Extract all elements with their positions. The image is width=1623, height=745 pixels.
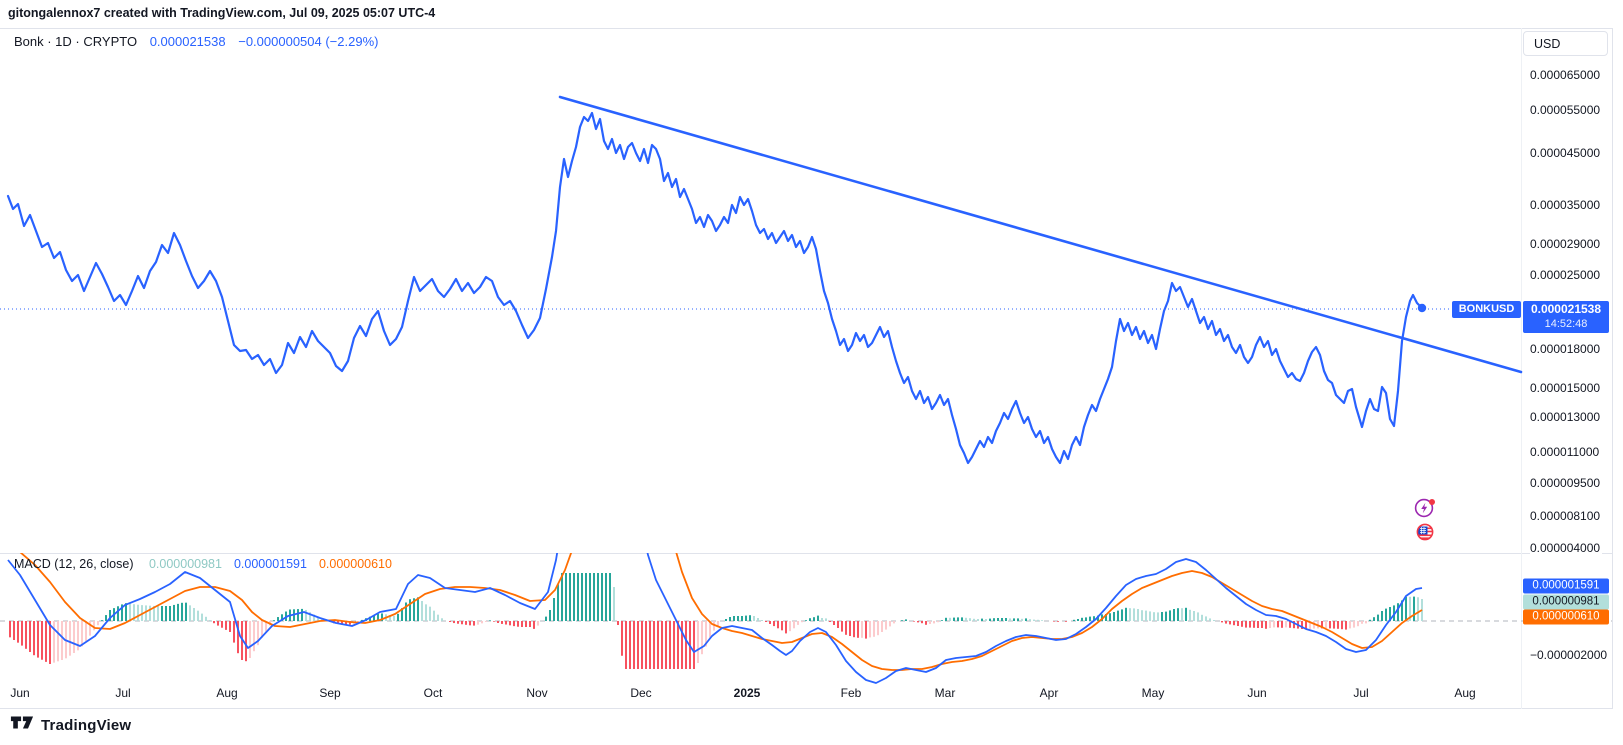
- tradingview-wordmark[interactable]: TradingView: [41, 716, 132, 734]
- time-axis-label: Apr: [1039, 686, 1059, 700]
- current-price-value: 0.000021538: [1530, 302, 1602, 316]
- macd-value-label: 0.000001591: [1523, 578, 1609, 594]
- macd-legend-value: 0.000000981: [148, 557, 222, 571]
- top-border: [0, 28, 1613, 29]
- attribution-text: gitongalennox7 created with TradingView.…: [8, 6, 436, 20]
- right-border: [1612, 28, 1613, 709]
- macd-legend-value: 0.000000610: [318, 557, 392, 571]
- footer: TradingView: [10, 714, 131, 736]
- price-tick-label: 0.000015000: [1530, 381, 1603, 395]
- price-tick-label: 0.000011000: [1530, 445, 1602, 459]
- time-axis-label: May: [1141, 686, 1165, 700]
- time-axis-label: Jun: [10, 686, 30, 700]
- time-axis-label: Aug: [216, 686, 238, 700]
- price-scale-border: [1521, 28, 1522, 709]
- time-axis-label: Jun: [1247, 686, 1267, 700]
- pane-separator[interactable]: [0, 553, 1612, 554]
- time-axis-label: Feb: [840, 686, 862, 700]
- macd-legend-values: 0.000000981 0.000001591 0.000000610: [137, 557, 392, 571]
- price-tick-label: 0.000029000: [1530, 237, 1603, 251]
- time-axis-label: Jul: [115, 686, 131, 700]
- price-tick-label: 0.000025000: [1530, 268, 1603, 282]
- current-price-label: 0.000021538 14:52:48: [1523, 301, 1609, 333]
- last-price: 0.000021538: [149, 34, 226, 49]
- bottom-axis-border: [0, 708, 1613, 709]
- price-tick-label: 0.000035000: [1530, 198, 1603, 212]
- price-tick-label: 0.000018000: [1530, 342, 1603, 356]
- price-tick-label: 0.000045000: [1530, 146, 1603, 160]
- macd-tick-label: −0.000002000: [1530, 648, 1610, 662]
- price-tick-label: 0.000013000: [1530, 410, 1603, 424]
- time-axis-label: Sep: [319, 686, 341, 700]
- macd-chart-canvas[interactable]: [0, 553, 1612, 690]
- price-change: −0.000000504 (−2.29%): [238, 34, 379, 49]
- flash-boost-icon[interactable]: [1414, 497, 1436, 519]
- macd-legend[interactable]: MACD (12, 26, close) 0.000000981 0.000001…: [14, 557, 392, 571]
- macd-legend-value: 0.000001591: [233, 557, 307, 571]
- macd-tick-label: 0.000004000: [1530, 541, 1603, 555]
- symbol-legend[interactable]: Bonk · 1D · CRYPTO 0.000021538 −0.000000…: [14, 34, 378, 49]
- symbol-title[interactable]: Bonk · 1D · CRYPTO: [14, 34, 138, 49]
- symbol-price-tag: BONKUSD: [1452, 301, 1521, 318]
- price-tick-label: 0.000008100: [1530, 509, 1603, 523]
- time-axis-label: Jul: [1353, 686, 1369, 700]
- macd-value-label: 0.000000610: [1523, 609, 1609, 625]
- us-flag-calendar-icon[interactable]: [1414, 521, 1436, 543]
- currency-toggle-button[interactable]: USD: [1523, 31, 1608, 56]
- time-axis-label: Mar: [934, 686, 956, 700]
- time-axis-label: Oct: [423, 686, 443, 700]
- time-axis-label: 2025: [733, 686, 761, 700]
- time-axis-label: Nov: [526, 686, 548, 700]
- time-axis-label: Aug: [1454, 686, 1476, 700]
- price-tick-label: 0.000065000: [1530, 68, 1603, 82]
- price-tick-label: 0.000055000: [1530, 103, 1603, 117]
- bar-countdown: 14:52:48: [1544, 318, 1588, 330]
- price-tick-label: 0.000009500: [1530, 476, 1603, 490]
- time-axis-label: Dec: [630, 686, 652, 700]
- price-chart-canvas[interactable]: [0, 28, 1612, 553]
- macd-title[interactable]: MACD (12, 26, close): [14, 557, 134, 571]
- tradingview-logo-icon[interactable]: [10, 714, 34, 736]
- macd-value-label: 0.000000981: [1523, 594, 1609, 610]
